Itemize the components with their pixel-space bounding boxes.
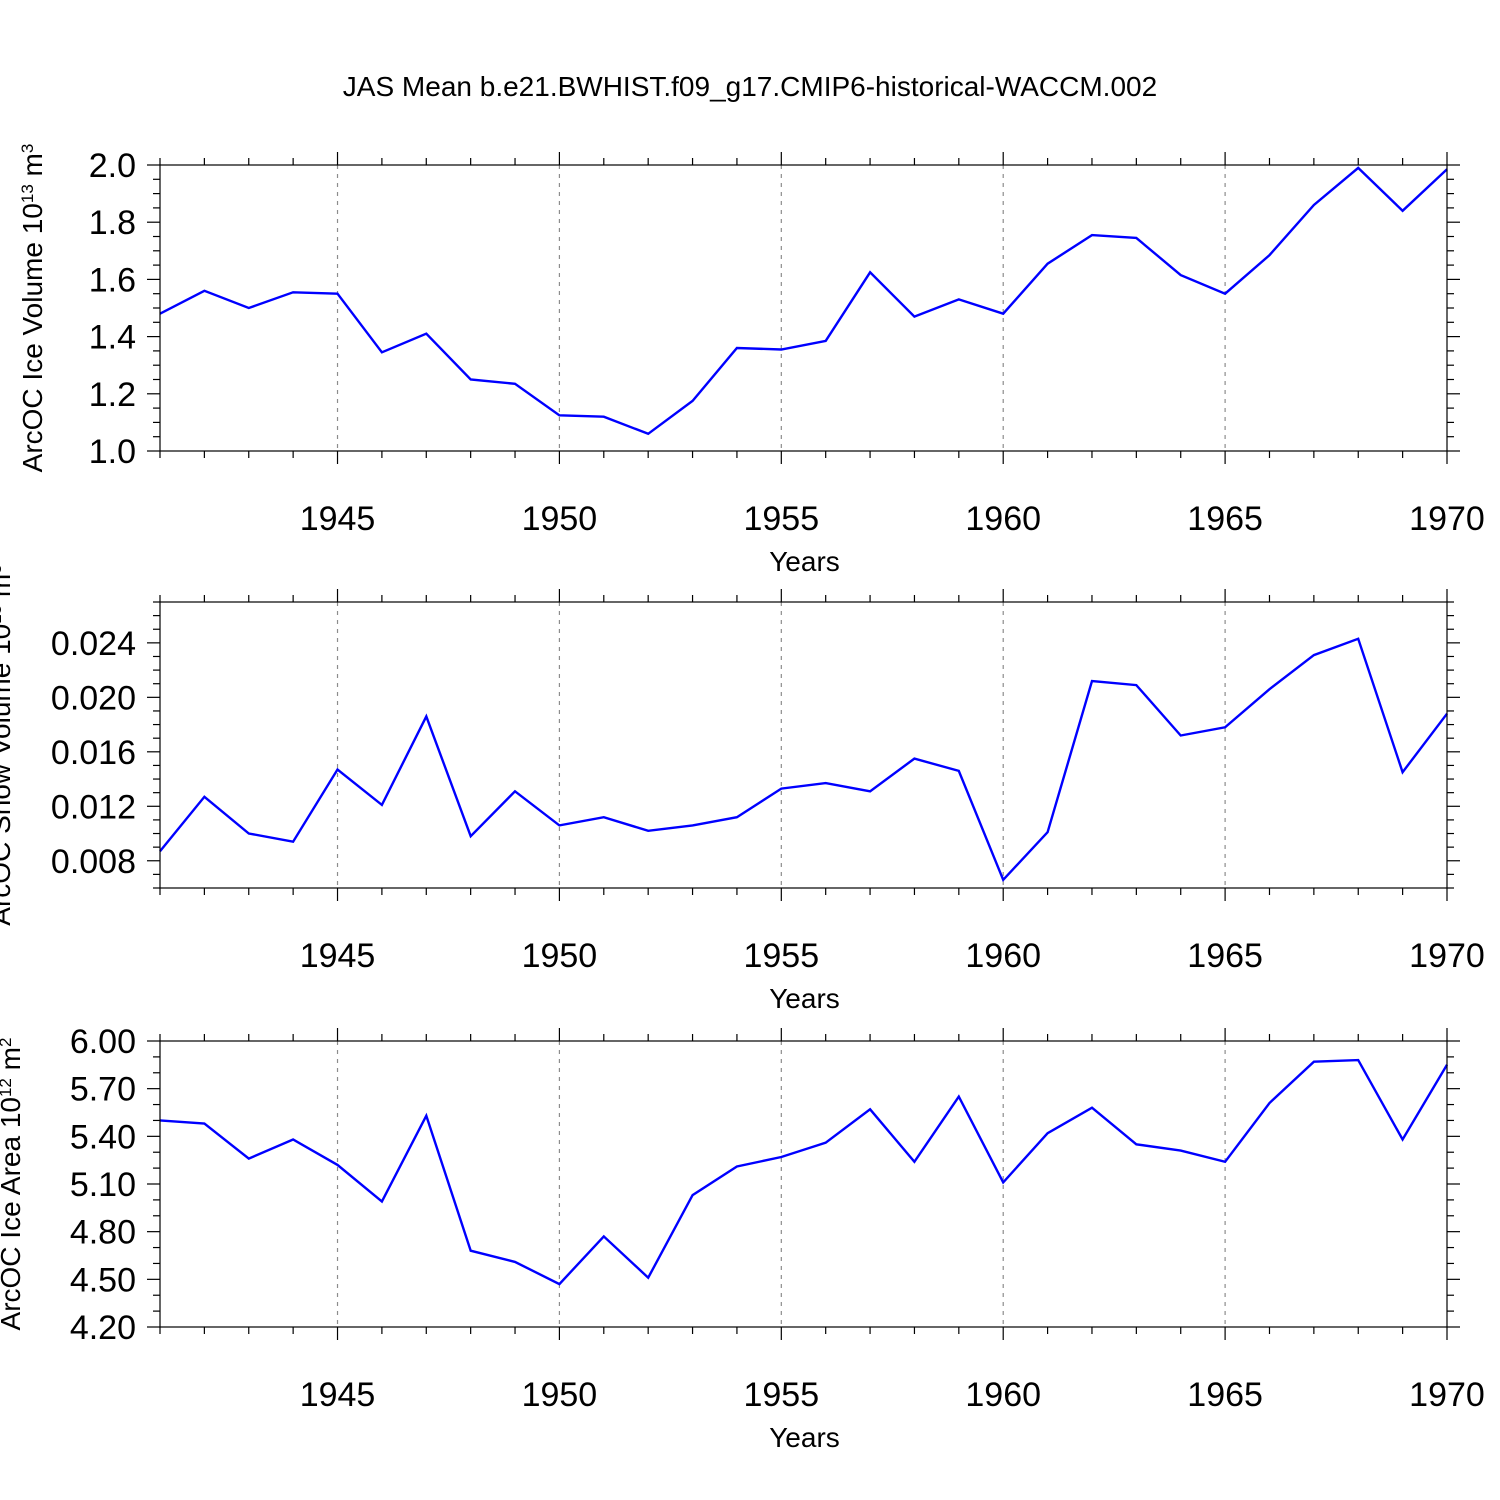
x-tick-label: 1970 <box>1409 500 1485 538</box>
y-tick-label: 6.00 <box>70 1023 136 1061</box>
x-tick-label: 1960 <box>965 1376 1041 1414</box>
x-tick-label: 1945 <box>300 937 376 975</box>
chart-panel-2: 0.008 0.012 0.016 0.020 0.024 1945 1950 1955 196… <box>0 564 1485 1014</box>
y-tick-label: 2.0 <box>89 147 136 185</box>
y-label-text: ArcOC Ice Volume 10 <box>17 203 48 472</box>
chart-panel-3: 4.20 4.50 4.80 5.10 5.40 5.70 6.00 1945 1950 1955… <box>0 1023 1485 1453</box>
x-tick-label: 1960 <box>965 500 1041 538</box>
plot-frame <box>159 164 1448 452</box>
y-tick-label: 4.20 <box>70 1309 136 1347</box>
x-tick-label: 1945 <box>300 500 376 538</box>
x-tick-label: 1970 <box>1409 1376 1485 1414</box>
plot-frame <box>159 601 1448 889</box>
x-tick-label: 1955 <box>743 937 819 975</box>
data-series-line <box>159 637 1448 882</box>
y-tick-label: 1.8 <box>89 204 136 242</box>
x-tick-label: 1950 <box>522 500 598 538</box>
x-tick-label: 1950 <box>522 1376 598 1414</box>
y-tick-label: 1.0 <box>89 433 136 471</box>
y-label-text: m <box>17 153 48 184</box>
data-series-line <box>159 166 1448 436</box>
x-axis-label: Years <box>769 983 840 1014</box>
y-tick-label: 5.10 <box>70 1166 136 1204</box>
chart-panel-1: 1.0 1.2 1.4 1.6 1.8 2.0 1945 1950 1955 1960 1965 19… <box>17 144 1485 577</box>
y-tick-label: 0.016 <box>51 734 136 772</box>
y-label-exponent: 2 <box>0 1038 15 1047</box>
y-label-text: ArcOC Ice Area 10 <box>0 1097 26 1330</box>
y-label-exponent: 13 <box>0 605 5 624</box>
y-axis-label: ArcOC Snow Volume 1013 m3 <box>0 564 16 925</box>
y-tick-label: 4.80 <box>70 1214 136 1252</box>
y-label-text: m <box>0 1047 26 1078</box>
y-label-exponent: 12 <box>0 1078 15 1097</box>
y-tick-label: 5.40 <box>70 1118 136 1156</box>
x-tick-label: 1955 <box>743 1376 819 1414</box>
figure-title: JAS Mean b.e21.BWHIST.f09_g17.CMIP6-hist… <box>343 71 1157 102</box>
data-series-line <box>159 1058 1449 1286</box>
y-label-exponent: 3 <box>0 564 5 573</box>
y-label-text: ArcOC Snow Volume 10 <box>0 624 16 926</box>
x-tick-label: 1965 <box>1187 500 1263 538</box>
y-tick-label: 5.70 <box>70 1071 136 1109</box>
y-label-text: m <box>0 574 16 605</box>
y-tick-label: 0.020 <box>51 679 136 717</box>
x-tick-label: 1970 <box>1409 937 1485 975</box>
x-axis-label: Years <box>769 1422 840 1453</box>
y-tick-label: 4.50 <box>70 1261 136 1299</box>
x-tick-label: 1950 <box>522 937 598 975</box>
y-tick-label: 0.008 <box>51 843 136 881</box>
y-tick-label: 1.2 <box>89 376 136 414</box>
x-tick-label: 1965 <box>1187 1376 1263 1414</box>
y-tick-label: 0.012 <box>51 788 136 826</box>
y-tick-label: 1.4 <box>89 319 136 357</box>
x-axis-label: Years <box>769 546 840 577</box>
x-tick-label: 1945 <box>300 1376 376 1414</box>
x-tick-label: 1960 <box>965 937 1041 975</box>
y-tick-label: 1.6 <box>89 261 136 299</box>
plot-frame <box>159 1040 1448 1328</box>
y-axis-label: ArcOC Ice Volume 1013 m3 <box>17 144 48 473</box>
y-tick-label: 0.024 <box>51 625 136 663</box>
y-label-exponent: 13 <box>18 184 37 203</box>
y-axis-label: ArcOC Ice Area 1012 m2 <box>0 1038 26 1331</box>
x-tick-label: 1955 <box>743 500 819 538</box>
y-label-exponent: 3 <box>18 144 37 153</box>
x-tick-label: 1965 <box>1187 937 1263 975</box>
